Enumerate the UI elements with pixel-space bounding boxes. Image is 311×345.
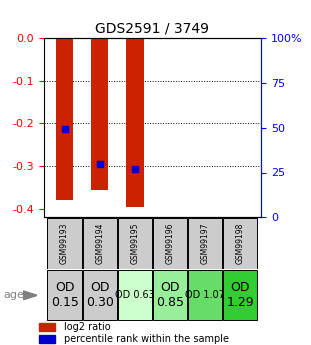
FancyBboxPatch shape xyxy=(47,218,82,268)
Text: age: age xyxy=(3,290,24,300)
Text: GSM99198: GSM99198 xyxy=(236,223,245,264)
Bar xyxy=(91,38,109,190)
Text: GSM99194: GSM99194 xyxy=(95,223,104,264)
FancyBboxPatch shape xyxy=(153,270,187,320)
Text: GSM99193: GSM99193 xyxy=(60,223,69,264)
Text: OD 0.63: OD 0.63 xyxy=(115,290,155,300)
FancyBboxPatch shape xyxy=(223,218,258,268)
Polygon shape xyxy=(23,291,37,300)
Bar xyxy=(39,335,55,343)
Text: OD
0.85: OD 0.85 xyxy=(156,281,184,309)
FancyBboxPatch shape xyxy=(188,270,222,320)
Text: GSM99195: GSM99195 xyxy=(130,223,139,264)
FancyBboxPatch shape xyxy=(82,218,117,268)
FancyBboxPatch shape xyxy=(47,270,82,320)
Bar xyxy=(126,38,144,207)
Text: OD
1.29: OD 1.29 xyxy=(226,281,254,309)
Title: GDS2591 / 3749: GDS2591 / 3749 xyxy=(95,21,209,36)
Text: OD 1.07: OD 1.07 xyxy=(185,290,225,300)
Bar xyxy=(56,38,73,200)
FancyBboxPatch shape xyxy=(188,218,222,268)
FancyBboxPatch shape xyxy=(223,270,258,320)
Text: OD
0.30: OD 0.30 xyxy=(86,281,114,309)
FancyBboxPatch shape xyxy=(153,218,187,268)
Bar xyxy=(39,323,55,331)
FancyBboxPatch shape xyxy=(82,270,117,320)
Text: OD
0.15: OD 0.15 xyxy=(51,281,79,309)
Text: log2 ratio: log2 ratio xyxy=(63,322,110,332)
Text: GSM99197: GSM99197 xyxy=(201,223,210,264)
Text: GSM99196: GSM99196 xyxy=(165,223,174,264)
FancyBboxPatch shape xyxy=(118,218,152,268)
FancyBboxPatch shape xyxy=(118,270,152,320)
Text: percentile rank within the sample: percentile rank within the sample xyxy=(63,334,229,344)
